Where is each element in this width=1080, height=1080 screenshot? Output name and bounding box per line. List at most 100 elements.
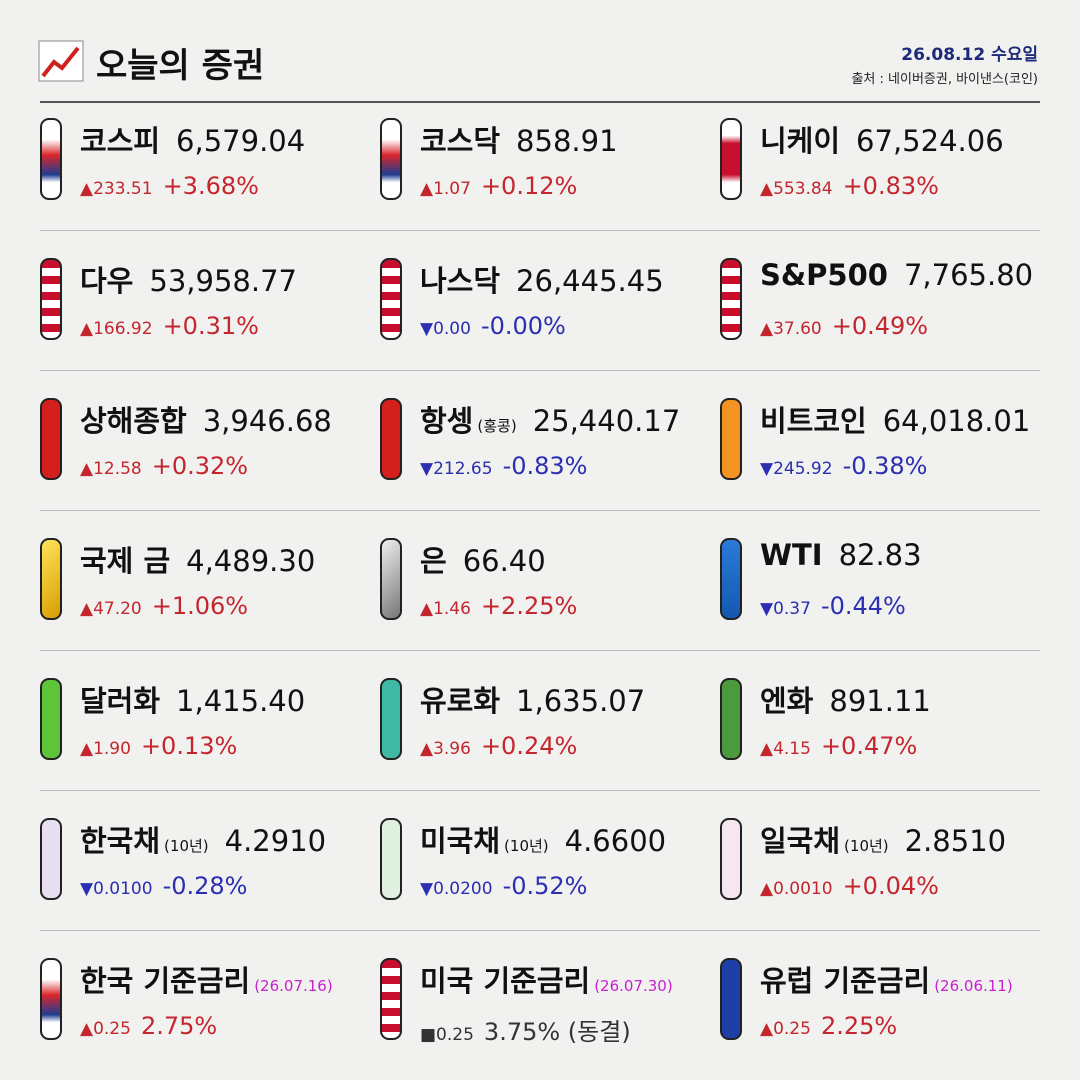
change: ▲0.25 (80, 1019, 131, 1039)
title: 오늘의 증권 (96, 46, 265, 86)
percent: -0.83% (502, 452, 588, 480)
name: 나스닥 (420, 264, 501, 298)
change: ▼0.37 (760, 599, 811, 619)
row-separator (40, 370, 1040, 371)
icon (40, 118, 62, 200)
change-row: ▲3.96 +0.24% (420, 732, 577, 760)
name: 엔화 (760, 684, 814, 718)
change: ▼0.0100 (80, 879, 153, 899)
percent: +0.12% (480, 172, 578, 200)
icon (380, 258, 402, 340)
name-row: 엔화 891.11 (760, 678, 931, 720)
change-row: ▼0.0100 -0.28% (80, 872, 247, 900)
sub-label: (10년) (164, 837, 209, 855)
change-row: ▲553.84 +0.83% (760, 172, 939, 200)
sub-label: (홍콩) (477, 417, 517, 435)
sub-label: (26.07.30) (594, 977, 673, 995)
value: 67,524.06 (856, 124, 1004, 158)
icon (720, 118, 742, 200)
change: ▲3.96 (420, 739, 471, 759)
icon (380, 818, 402, 900)
value: 82.83 (838, 538, 922, 572)
percent: +2.25% (480, 592, 578, 620)
change: ▲1.90 (80, 739, 131, 759)
change: ▼212.65 (420, 459, 493, 479)
name-row: S&P500 7,765.80 (760, 258, 1033, 292)
percent: -0.44% (820, 592, 906, 620)
percent: +0.04% (842, 872, 939, 900)
change: ▲0.25 (760, 1019, 811, 1039)
name-row: 한국채 (10년) 4.2910 (80, 818, 326, 860)
row-separator (40, 650, 1040, 651)
change: ■0.25 (420, 1025, 474, 1045)
value: 858.91 (516, 124, 618, 158)
name-row: 미국채 (10년) 4.6600 (420, 818, 666, 860)
icon (380, 398, 402, 480)
icon (380, 678, 402, 760)
row-separator (40, 230, 1040, 231)
percent: -0.00% (480, 312, 566, 340)
percent: +0.83% (842, 172, 939, 200)
name-row: 국제 금 4,489.30 (80, 538, 315, 580)
percent: +0.49% (831, 312, 929, 340)
row-separator (40, 790, 1040, 791)
row-separator (40, 510, 1040, 511)
icon (40, 818, 62, 900)
percent: +3.68% (162, 172, 259, 200)
percent: 3.75% (동결) (483, 1018, 631, 1046)
icon (380, 538, 402, 620)
name-row: WTI 82.83 (760, 538, 922, 572)
icon (40, 958, 62, 1040)
percent: +0.31% (162, 312, 259, 340)
value: 66.40 (462, 544, 546, 578)
percent: -0.38% (842, 452, 928, 480)
icon (40, 678, 62, 760)
percent: +0.24% (480, 732, 578, 760)
name: 한국 기준금리 (80, 964, 251, 998)
name-row: 코스피 6,579.04 (80, 118, 305, 160)
value: 6,579.04 (176, 124, 306, 158)
change: ▲1.46 (420, 599, 471, 619)
name: 상해종합 (80, 404, 187, 438)
name-row: 나스닥 26,445.45 (420, 258, 664, 300)
icon (720, 538, 742, 620)
name: 코스피 (80, 124, 161, 158)
icon (40, 398, 62, 480)
change-row: ▼0.0200 -0.52% (420, 872, 587, 900)
change-row: ▲0.0010 +0.04% (760, 872, 939, 900)
percent: -0.52% (502, 872, 588, 900)
value: 1,415.40 (176, 684, 306, 718)
value: 1,635.07 (516, 684, 646, 718)
change: ▼245.92 (760, 459, 833, 479)
change: ▲12.58 (80, 459, 142, 479)
name: 한국채 (80, 824, 161, 858)
change-row: ▼245.92 -0.38% (760, 452, 927, 480)
name: 유로화 (420, 684, 501, 718)
name: 코스닥 (420, 124, 501, 158)
change: ▲166.92 (80, 319, 153, 339)
value: 3,946.68 (202, 404, 332, 438)
change: ▲1.07 (420, 179, 471, 199)
percent: +1.06% (151, 592, 249, 620)
change: ▼0.00 (420, 319, 471, 339)
icon (720, 678, 742, 760)
change-row: ▲166.92 +0.31% (80, 312, 259, 340)
change-row: ▲0.25 2.25% (760, 1012, 897, 1040)
value: 64,018.01 (882, 404, 1031, 438)
name-row: 다우 53,958.77 (80, 258, 297, 300)
name-row: 유로화 1,635.07 (420, 678, 645, 720)
name-row: 한국 기준금리 (26.07.16) (80, 958, 333, 1000)
icon (40, 258, 62, 340)
name-row: 항셍 (홍콩) 25,440.17 (420, 398, 680, 440)
value: 2.8510 (904, 824, 1007, 858)
name-row: 니케이 67,524.06 (760, 118, 1004, 160)
sub-label: (10년) (844, 837, 889, 855)
value: 4.6600 (564, 824, 667, 858)
change: ▲47.20 (80, 599, 142, 619)
percent: 2.75% (140, 1012, 218, 1040)
change: ▲4.15 (760, 739, 811, 759)
icon (40, 538, 62, 620)
change: ▲553.84 (760, 179, 833, 199)
value: 7,765.80 (903, 258, 1034, 292)
name-row: 상해종합 3,946.68 (80, 398, 332, 440)
